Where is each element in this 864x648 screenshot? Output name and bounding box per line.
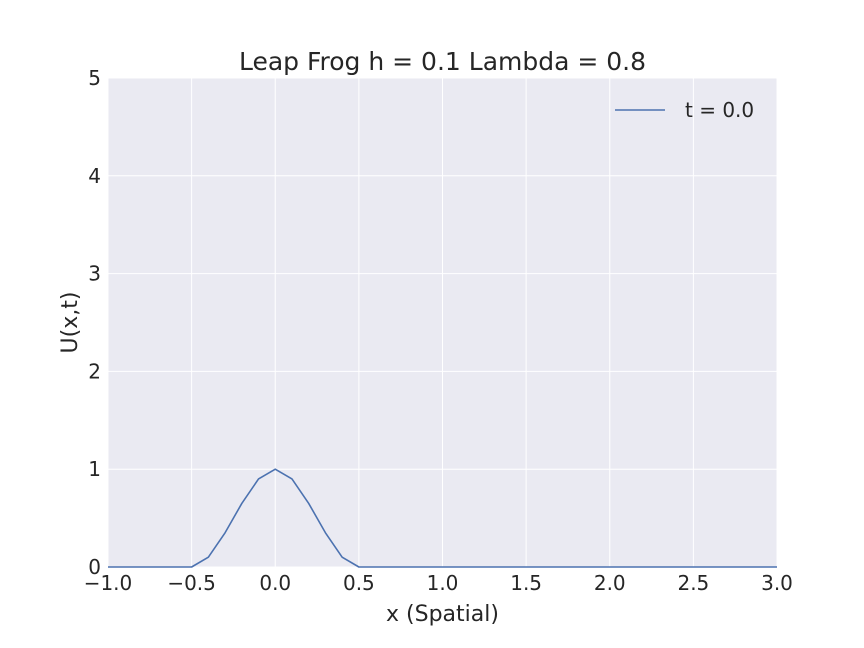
series-line <box>108 468 777 568</box>
x-tick-label: 0.0 <box>259 571 291 595</box>
x-tick-label: −0.5 <box>167 571 216 595</box>
x-tick-label: 2.0 <box>594 571 626 595</box>
x-axis-label: x (Spatial) <box>386 602 499 627</box>
legend-label: t = 0.0 <box>685 98 754 122</box>
x-tick-label: 0.5 <box>343 571 375 595</box>
y-tick-labels: 0 1 2 3 4 5 <box>88 66 101 579</box>
y-tick-label: 1 <box>88 457 101 481</box>
y-tick-label: 2 <box>88 359 101 383</box>
x-tick-label: −1.0 <box>84 571 133 595</box>
x-tick-label: 1.5 <box>510 571 542 595</box>
x-tick-label: 2.5 <box>677 571 709 595</box>
y-tick-label: 0 <box>88 555 101 579</box>
y-tick-label: 5 <box>88 66 101 90</box>
x-tick-label: 1.0 <box>427 571 459 595</box>
chart-title: Leap Frog h = 0.1 Lambda = 0.8 <box>239 47 646 76</box>
y-tick-label: 3 <box>88 262 101 286</box>
y-axis-label: U(x,t) <box>58 292 83 354</box>
series-layer <box>108 468 777 568</box>
y-tick-label: 4 <box>88 164 101 188</box>
x-tick-labels: −1.0 −0.5 0.0 0.5 1.0 1.5 2.0 2.5 3.0 <box>84 571 793 595</box>
x-tick-label: 3.0 <box>761 571 793 595</box>
legend: t = 0.0 <box>615 98 754 122</box>
